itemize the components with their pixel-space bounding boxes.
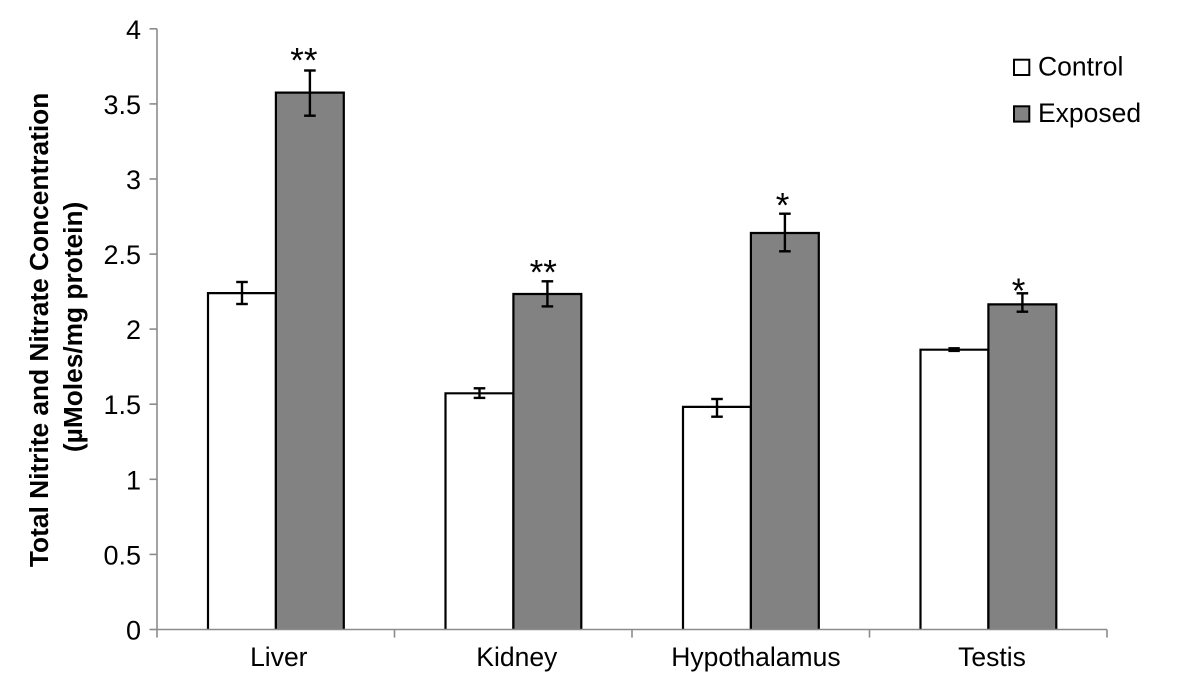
svg-text:**: ** bbox=[290, 41, 318, 80]
svg-text:2: 2 bbox=[126, 315, 141, 345]
svg-text:Exposed: Exposed bbox=[1038, 98, 1141, 128]
svg-text:Hypothalamus: Hypothalamus bbox=[671, 642, 840, 672]
svg-text:3.5: 3.5 bbox=[103, 90, 141, 120]
svg-text:*: * bbox=[1012, 272, 1026, 311]
svg-text:Testis: Testis bbox=[958, 642, 1026, 672]
svg-text:3: 3 bbox=[126, 165, 141, 195]
svg-text:2.5: 2.5 bbox=[103, 240, 141, 270]
svg-text:*: * bbox=[776, 187, 790, 226]
svg-text:1: 1 bbox=[126, 465, 141, 495]
svg-text:0: 0 bbox=[126, 616, 141, 646]
svg-text:**: ** bbox=[530, 253, 558, 292]
svg-text:4: 4 bbox=[126, 15, 141, 45]
svg-text:Control: Control bbox=[1038, 51, 1123, 81]
svg-text:Kidney: Kidney bbox=[476, 642, 558, 672]
svg-text:Liver: Liver bbox=[250, 642, 308, 672]
svg-text:1.5: 1.5 bbox=[103, 390, 141, 420]
svg-text:0.5: 0.5 bbox=[103, 540, 141, 570]
svg-text:Total Nitrite and Nitrate Conc: Total Nitrite and Nitrate Concentration bbox=[24, 93, 54, 567]
svg-text:(µMoles/mg protein): (µMoles/mg protein) bbox=[58, 202, 88, 452]
